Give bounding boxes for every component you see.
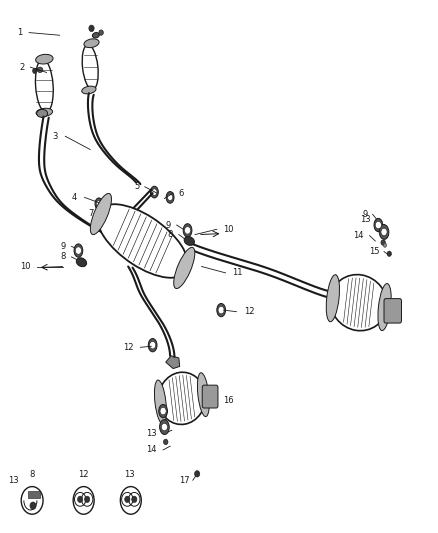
Ellipse shape	[148, 338, 157, 352]
Text: 14: 14	[353, 231, 364, 240]
Circle shape	[96, 200, 102, 207]
Ellipse shape	[102, 203, 109, 213]
Text: 17: 17	[179, 476, 189, 484]
Ellipse shape	[76, 258, 87, 266]
Text: 12: 12	[124, 343, 134, 352]
Circle shape	[78, 496, 83, 503]
Text: 9: 9	[60, 242, 65, 251]
Ellipse shape	[159, 419, 169, 434]
Text: 5: 5	[134, 182, 140, 191]
Ellipse shape	[330, 274, 387, 330]
Text: 14: 14	[146, 446, 157, 455]
Circle shape	[150, 342, 155, 349]
Circle shape	[161, 423, 167, 431]
Ellipse shape	[379, 224, 389, 239]
Circle shape	[30, 502, 36, 510]
Ellipse shape	[183, 224, 192, 237]
Text: 12: 12	[244, 307, 255, 316]
Circle shape	[152, 189, 157, 195]
Text: 13: 13	[360, 215, 371, 224]
Polygon shape	[28, 491, 40, 498]
Text: 9: 9	[362, 210, 367, 219]
Circle shape	[375, 221, 381, 229]
Text: 6: 6	[179, 189, 184, 198]
Circle shape	[32, 68, 37, 74]
Ellipse shape	[36, 108, 53, 116]
Text: 1: 1	[17, 28, 22, 37]
Text: 15: 15	[369, 247, 380, 256]
Circle shape	[99, 30, 103, 35]
Ellipse shape	[159, 372, 205, 424]
Circle shape	[194, 471, 200, 477]
Ellipse shape	[374, 219, 383, 232]
Text: 13: 13	[146, 430, 157, 439]
Circle shape	[125, 496, 130, 503]
Ellipse shape	[21, 487, 43, 514]
Circle shape	[167, 194, 173, 200]
Text: 13: 13	[7, 476, 18, 484]
Text: 10: 10	[20, 262, 30, 271]
Ellipse shape	[217, 303, 226, 317]
Text: 3: 3	[52, 132, 57, 141]
Circle shape	[75, 247, 81, 254]
Text: 16: 16	[223, 396, 234, 405]
Ellipse shape	[37, 109, 48, 117]
Ellipse shape	[84, 39, 99, 47]
Ellipse shape	[378, 284, 391, 330]
Text: 8: 8	[168, 230, 173, 239]
Text: 9: 9	[166, 221, 171, 230]
FancyBboxPatch shape	[384, 298, 402, 323]
Text: 7: 7	[88, 209, 93, 218]
Circle shape	[218, 306, 224, 314]
Ellipse shape	[184, 237, 194, 245]
Text: 12: 12	[78, 471, 89, 479]
Ellipse shape	[120, 487, 141, 514]
Text: 13: 13	[124, 471, 135, 479]
Circle shape	[387, 251, 392, 256]
Ellipse shape	[381, 240, 385, 245]
Ellipse shape	[90, 193, 112, 235]
Ellipse shape	[82, 86, 96, 94]
Ellipse shape	[82, 45, 98, 90]
Ellipse shape	[92, 33, 99, 38]
Circle shape	[132, 496, 137, 503]
Ellipse shape	[326, 274, 339, 322]
Ellipse shape	[166, 191, 174, 203]
Circle shape	[89, 25, 94, 31]
Ellipse shape	[37, 67, 43, 72]
Ellipse shape	[163, 439, 168, 445]
Ellipse shape	[198, 373, 209, 417]
Text: 11: 11	[232, 269, 243, 277]
Text: 2: 2	[19, 63, 25, 71]
Text: 8: 8	[60, 253, 65, 261]
Circle shape	[383, 243, 387, 247]
Circle shape	[160, 407, 166, 415]
Ellipse shape	[159, 405, 167, 418]
Ellipse shape	[95, 198, 103, 209]
Ellipse shape	[155, 380, 166, 424]
Ellipse shape	[73, 487, 94, 514]
Ellipse shape	[35, 54, 53, 64]
Circle shape	[381, 228, 387, 236]
Ellipse shape	[174, 247, 195, 288]
Text: 8: 8	[29, 471, 35, 479]
Circle shape	[184, 227, 191, 234]
Ellipse shape	[97, 204, 188, 278]
Text: 4: 4	[72, 193, 77, 202]
Ellipse shape	[74, 244, 83, 257]
FancyBboxPatch shape	[202, 385, 218, 408]
Circle shape	[85, 496, 90, 503]
Circle shape	[111, 213, 120, 224]
Polygon shape	[166, 356, 180, 368]
Ellipse shape	[35, 59, 53, 112]
Text: 10: 10	[223, 225, 234, 234]
Circle shape	[106, 207, 125, 230]
Circle shape	[103, 205, 108, 211]
Ellipse shape	[150, 186, 158, 198]
